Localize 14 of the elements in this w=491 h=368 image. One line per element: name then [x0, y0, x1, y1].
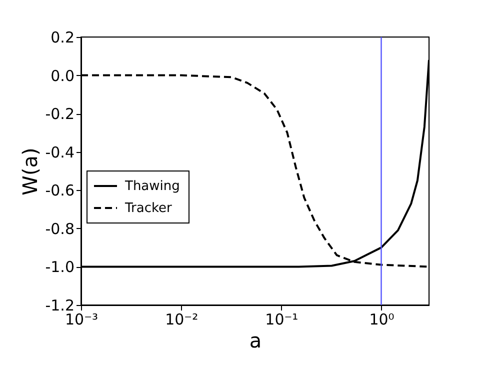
y-tick-label: -0.2	[45, 105, 74, 124]
y-tick-label: -0.4	[45, 143, 74, 162]
legend-label: Thawing	[124, 179, 180, 194]
x-tick-label: 10⁻¹	[265, 310, 298, 328]
y-axis-title: W(a)	[18, 148, 42, 196]
y-tick-label: -0.6	[45, 182, 74, 200]
y-tick-label: -0.8	[45, 220, 74, 238]
y-tick-label: 0.0	[50, 66, 74, 85]
y-tick-label: 0.2	[50, 28, 74, 46]
y-tick-label: -1.0	[45, 258, 74, 276]
legend-label: Tracker	[124, 201, 173, 216]
x-tick-label: 10⁻²	[165, 310, 198, 328]
x-tick-label: 10⁰	[369, 310, 394, 328]
x-axis-title: a	[249, 328, 262, 352]
